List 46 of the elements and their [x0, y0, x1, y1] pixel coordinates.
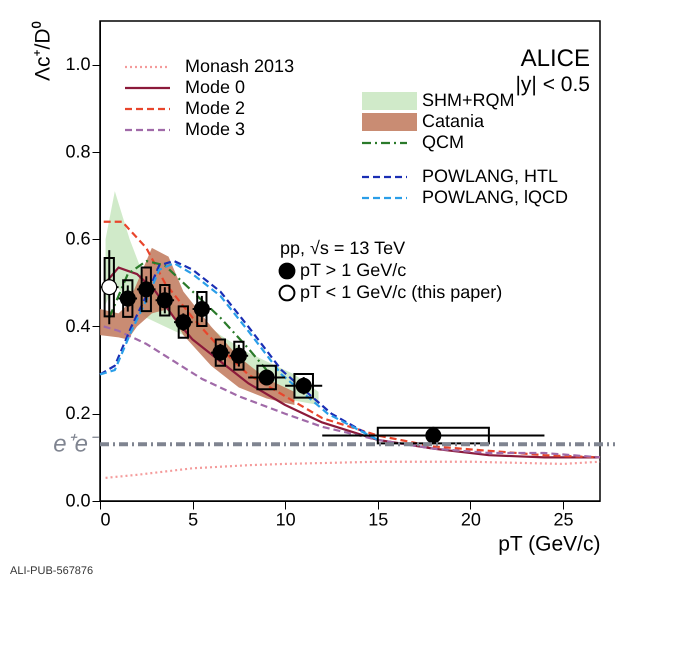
legend-label: pT > 1 GeV/c [300, 260, 406, 280]
bar [178, 305, 189, 339]
ref-line-label: e⁺e⁻ [53, 430, 99, 458]
y-tick-label: 0.2 [65, 403, 90, 424]
x-tick-label: 10 [276, 510, 296, 530]
x-tick-label: 15 [368, 510, 388, 530]
bar [122, 279, 134, 318]
bar [140, 266, 152, 312]
legend-label: SHM+RQM [422, 90, 515, 110]
point [425, 428, 442, 444]
point [194, 301, 210, 317]
bar [159, 284, 170, 317]
point [101, 279, 118, 296]
annotation: |y| < 0.5 [515, 73, 590, 96]
point [156, 292, 173, 308]
legend-label: POWLANG, HTL [422, 166, 558, 186]
line-series [102, 325, 602, 458]
x-tick-label: 25 [553, 510, 574, 530]
bar [214, 338, 226, 367]
legend-label: Monash 2013 [185, 56, 294, 76]
text: ALI-PUB-567876 [10, 565, 94, 577]
x-axis-title: pT (GeV/c) [498, 532, 600, 556]
legend-label: Catania [422, 111, 486, 131]
point [120, 290, 136, 307]
bar [196, 290, 208, 328]
legend-label: POWLANG, lQCD [422, 187, 568, 207]
point [175, 314, 192, 330]
legend-label: Mode 2 [185, 98, 246, 118]
legend-label: Mode 0 [185, 77, 246, 97]
legend-label: pT < 1 GeV/c (this paper) [300, 282, 502, 302]
bar [233, 340, 245, 371]
y-tick-label: 0.4 [65, 316, 90, 336]
y-axis-title: Λc⁺/D⁰ [31, 22, 54, 82]
line-series [104, 460, 602, 479]
annotation: ALICE [520, 45, 590, 72]
annotation: pp, √s = 13 TeV [280, 238, 406, 258]
y-tick-label: 0.8 [65, 141, 90, 162]
y-tick-label: 0.6 [65, 228, 90, 249]
y-tick-label: 1.0 [65, 54, 90, 74]
y-tick-label: 0.0 [65, 490, 90, 510]
x-tick-label: 20 [460, 510, 481, 530]
legend-label: QCM [422, 132, 464, 152]
x-tick-label: 0 [100, 510, 111, 530]
x-tick-label: 5 [188, 510, 198, 530]
point [138, 281, 154, 298]
legend-label: Mode 3 [185, 119, 246, 139]
